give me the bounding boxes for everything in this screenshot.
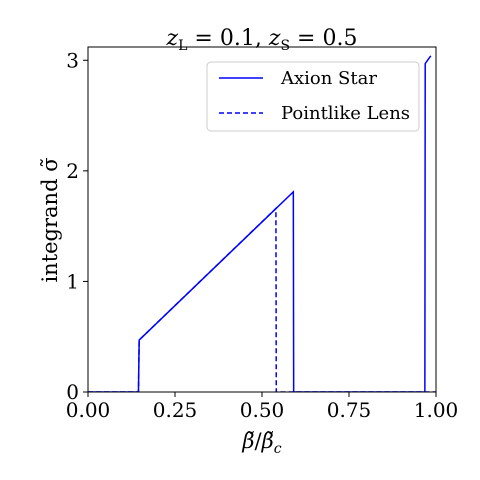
- y-tick-label: 3: [66, 48, 79, 72]
- y-tick-label: 1: [66, 269, 79, 293]
- legend: Axion Star Pointlike Lens: [206, 61, 420, 132]
- y-tick-label: 2: [66, 159, 79, 183]
- y-axis-label: integrand σ̃: [38, 157, 62, 282]
- y-tick-label: 0: [66, 380, 79, 404]
- chart-title: zL = 0.1, zS = 0.5: [166, 26, 358, 54]
- x-tick-label: 0.25: [153, 398, 198, 422]
- series-line-pointlike-lens: [88, 206, 436, 392]
- x-tick-label: 0.75: [327, 398, 372, 422]
- x-axis-label: β̃/β̃c: [241, 429, 281, 457]
- x-tick-label: 1.00: [414, 398, 459, 422]
- x-tick-label: 0.50: [240, 398, 285, 422]
- x-tick-label: 0.00: [66, 398, 111, 422]
- legend-label-axion-star: Axion Star: [280, 68, 377, 89]
- legend-label-pointlike-lens: Pointlike Lens: [281, 103, 410, 124]
